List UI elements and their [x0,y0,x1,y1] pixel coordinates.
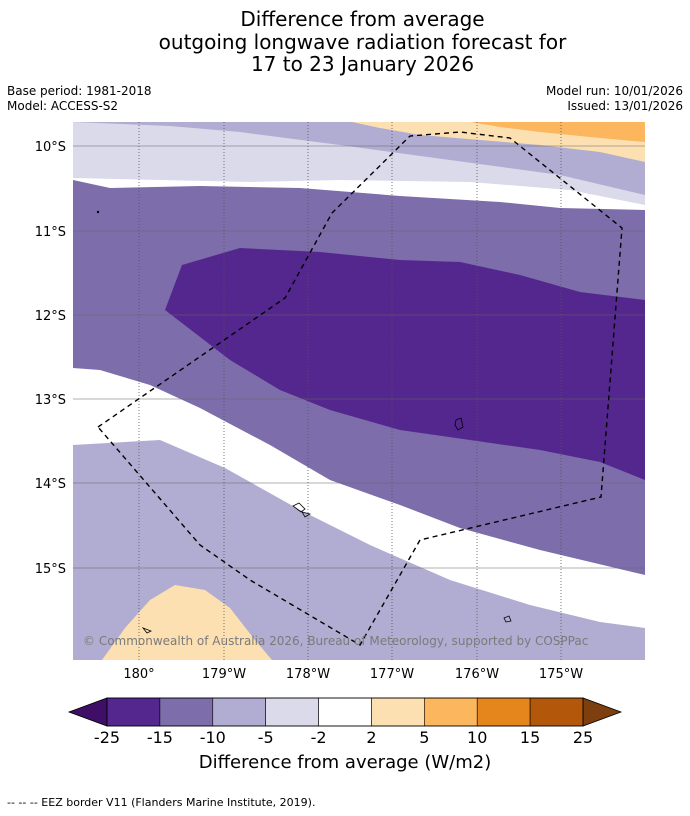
colorbar-tick-label: 5 [419,728,429,747]
chart-title: Difference from average outgoing longwav… [0,8,690,76]
model-name: Model: ACCESS-S2 [7,99,119,113]
colorbar-segment [424,697,478,727]
colorbar-segment [212,697,266,727]
eez-footnote: -- -- -- EEZ border V11 (Flanders Marine… [7,796,316,809]
band-plus5-plus10-north [470,122,645,142]
colorbar-frame [106,697,584,727]
island-2 [292,502,306,513]
lat-labels: 10°S 11°S 12°S 13°S 14°S 15°S [35,140,66,577]
lon-labels: 180° 179°W 178°W 177°W 176°W 175°W [123,667,583,682]
lat-label-11s: 11°S [35,225,66,240]
colorbar-segments [106,697,584,727]
colorbar: -25 -15 -10 -5 -2 2 5 10 15 25 [67,697,623,747]
meta-left: Base period: 1981-2018 Model: ACCESS-S2 [7,84,152,114]
lat-label-13s: 13°S [35,393,66,408]
band-plus2-plus5-south [102,585,272,660]
island-4 [503,615,512,623]
lon-label-179w: 179°W [202,667,246,682]
lon-label-176w: 176°W [455,667,499,682]
island-5 [141,627,152,634]
band-minus10-minus5 [73,122,645,660]
colorbar-tick-label: 25 [573,728,593,747]
title-line-3: 17 to 23 January 2026 [250,52,475,76]
colorbar-extend-high [582,697,623,727]
model-run: Model run: 10/01/2026 [545,84,683,98]
colorbar-segment [529,697,584,727]
base-period: Base period: 1981-2018 [7,84,152,98]
colorbar-tick-labels: -25 -15 -10 -5 -2 2 5 10 15 25 [94,728,593,747]
colorbar-extend-low [67,697,108,727]
colorbar-tick-label: -15 [147,728,173,747]
colorbar-tick-label: -5 [258,728,274,747]
islands [96,210,512,634]
eez-boundary [96,131,623,646]
meta-right: Model run: 10/01/2026 Issued: 13/01/2026 [546,84,683,114]
island-6 [96,210,100,214]
lat-label-10s: 10°S [35,140,66,155]
copyright-notice: © Commonwealth of Australia 2026, Bureau… [83,634,588,648]
lat-label-12s: 12°S [35,309,66,324]
colorbar-tick-label: -2 [311,728,327,747]
issued-date: Issued: 13/01/2026 [567,99,683,113]
island-3 [301,511,312,518]
colorbar-segment [371,697,425,727]
colorbar-segment [265,697,319,727]
island-1 [454,417,464,431]
colorbar-label: Difference from average (W/m2) [198,752,492,773]
parallels [73,145,645,569]
lon-label-175w: 175°W [539,667,583,682]
lon-label-180: 180° [123,667,154,682]
colorbar-tick-label: 10 [467,728,487,747]
title-line-2: outgoing longwave radiation forecast for [158,29,567,54]
colorbar-tick-label: -10 [200,728,226,747]
colorbar-segment [159,697,214,727]
colorbar-tick-label: 2 [366,728,376,747]
lat-label-15s: 15°S [35,562,66,577]
lon-label-177w: 177°W [370,667,414,682]
map-panel: © Commonwealth of Australia 2026, Bureau… [73,122,645,660]
title-line-1: Difference from average [240,7,485,31]
lat-label-14s: 14°S [35,477,66,492]
lon-label-178w: 178°W [286,667,330,682]
colorbar-segment [106,697,161,727]
colorbar-segment [318,697,372,727]
band-minus25-minus15 [165,248,645,480]
colorbar-segment [476,697,531,727]
colorbar-tick-label: -25 [94,728,120,747]
colorbar-tick-label: 15 [520,728,540,747]
